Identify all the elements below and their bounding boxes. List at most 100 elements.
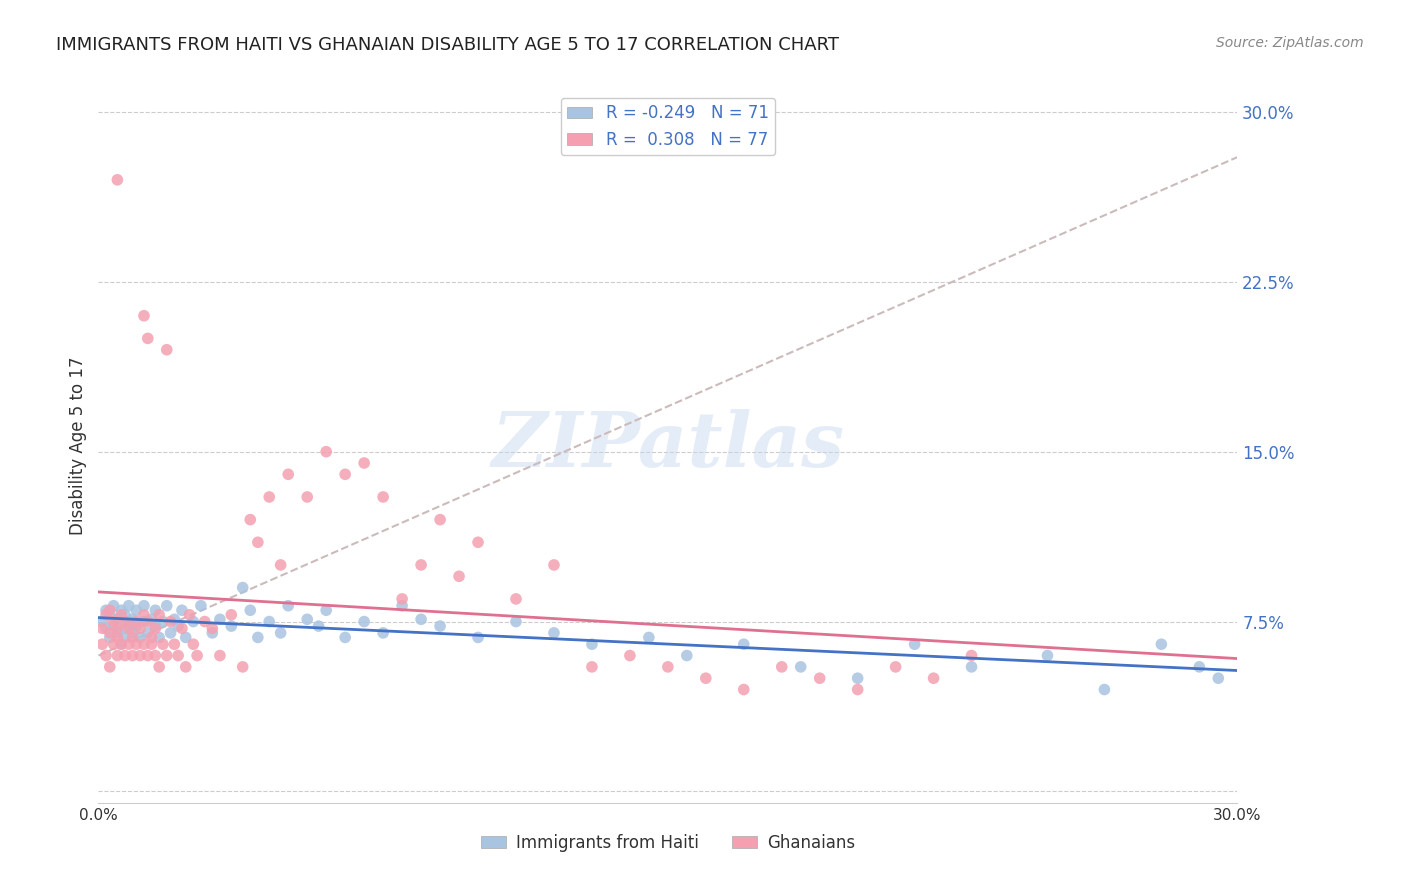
Point (136, 648, 159, 663)
Point (1208, 671, 1230, 685)
Point (103, 599, 125, 613)
Point (148, 607, 170, 622)
Point (183, 637, 205, 651)
Point (125, 603, 148, 617)
Point (94, 607, 117, 622)
Point (118, 599, 141, 613)
Point (125, 619, 148, 633)
Point (581, 660, 603, 674)
Point (960, 648, 983, 663)
Point (391, 591, 413, 606)
Point (297, 612, 319, 626)
Legend: Immigrants from Haiti, Ghanaians: Immigrants from Haiti, Ghanaians (474, 828, 862, 859)
Point (186, 648, 208, 663)
Point (114, 621, 136, 635)
Point (1036, 648, 1059, 663)
Point (114, 607, 136, 622)
Point (145, 619, 167, 633)
Point (505, 591, 527, 606)
Point (467, 535, 489, 549)
Point (790, 660, 813, 674)
Point (145, 603, 167, 617)
Point (132, 607, 155, 622)
Point (98, 607, 121, 622)
Point (129, 621, 152, 635)
Point (170, 603, 193, 617)
Point (114, 615, 136, 629)
Text: Source: ZipAtlas.com: Source: ZipAtlas.com (1216, 36, 1364, 50)
Point (270, 558, 292, 572)
Point (232, 581, 254, 595)
Point (1094, 682, 1116, 697)
Point (391, 599, 413, 613)
Point (179, 607, 201, 622)
Point (91, 637, 114, 651)
Point (239, 603, 262, 617)
Point (411, 612, 433, 626)
Point (308, 619, 330, 633)
Point (121, 648, 143, 663)
Point (156, 648, 179, 663)
Point (136, 626, 159, 640)
Point (148, 660, 170, 674)
Point (297, 490, 319, 504)
Point (121, 626, 143, 640)
Point (132, 309, 155, 323)
Point (136, 331, 159, 345)
Point (110, 607, 132, 622)
Point (114, 648, 136, 663)
Point (103, 637, 125, 651)
Point (1150, 637, 1173, 651)
Point (1188, 660, 1211, 674)
Point (221, 619, 243, 633)
Point (107, 173, 129, 187)
Point (110, 603, 132, 617)
Point (183, 615, 205, 629)
Point (174, 660, 197, 674)
Point (98, 660, 121, 674)
Point (232, 660, 254, 674)
Point (132, 637, 155, 651)
Point (98, 603, 121, 617)
Point (259, 615, 281, 629)
Point (132, 615, 155, 629)
Point (194, 615, 217, 629)
Point (208, 612, 231, 626)
Point (733, 637, 755, 651)
Point (118, 615, 141, 629)
Point (371, 626, 394, 640)
Point (163, 612, 186, 626)
Point (156, 343, 179, 357)
Text: ZIPatlas: ZIPatlas (491, 409, 845, 483)
Point (121, 631, 143, 645)
Point (581, 637, 603, 651)
Point (353, 456, 375, 470)
Point (136, 615, 159, 629)
Point (411, 558, 433, 572)
Point (190, 599, 212, 613)
Point (118, 621, 141, 635)
Point (145, 621, 167, 635)
Point (695, 671, 717, 685)
Point (94, 621, 117, 635)
Point (335, 631, 357, 645)
Point (846, 671, 869, 685)
Point (449, 569, 471, 583)
Point (208, 648, 231, 663)
Point (103, 619, 125, 633)
Point (167, 648, 190, 663)
Point (156, 599, 179, 613)
Point (152, 615, 174, 629)
Point (129, 648, 152, 663)
Point (114, 631, 136, 645)
Point (141, 631, 163, 645)
Point (277, 467, 299, 482)
Point (429, 513, 451, 527)
Point (884, 660, 907, 674)
Point (201, 626, 224, 640)
Point (121, 612, 143, 626)
Point (259, 490, 281, 504)
Point (91, 621, 114, 635)
Point (98, 626, 121, 640)
Point (125, 615, 148, 629)
